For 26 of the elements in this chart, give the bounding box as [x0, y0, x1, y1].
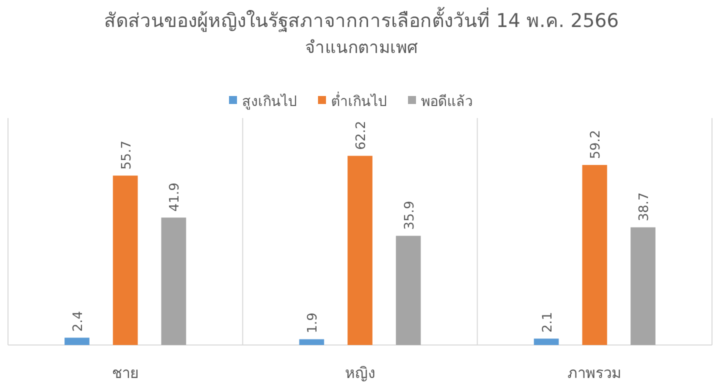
x-tick-label: หญิง	[345, 364, 375, 382]
data-label: 35.9	[402, 200, 418, 230]
data-label: 2.4	[70, 311, 86, 332]
data-label: 38.7	[637, 192, 652, 222]
data-label: 59.2	[588, 130, 604, 159]
chart-subtitle: จำแนกตามเพศ	[305, 38, 418, 58]
x-tick-label: ชาย	[112, 364, 139, 382]
legend-label: สูงเกินไป	[242, 93, 297, 110]
bar	[299, 339, 324, 345]
bar	[582, 164, 608, 345]
data-label: 55.7	[119, 140, 134, 170]
x-tick-label: ภาพรวม	[568, 364, 622, 382]
data-label: 41.9	[168, 182, 183, 212]
bar	[534, 338, 559, 345]
bar	[64, 338, 90, 345]
data-label: 2.1	[540, 312, 556, 333]
bar	[161, 218, 186, 345]
bar	[396, 236, 421, 345]
bar	[630, 227, 656, 345]
bar	[348, 156, 372, 345]
bar	[112, 176, 138, 345]
chart-title: สัดส่วนของผู้หญิงในรัฐสภาจากการเลือกตั้งวันที่ 14 พ.ค. 2566	[104, 7, 619, 32]
legend-label: พอดีแล้ว	[421, 94, 473, 110]
legend-label: ต่ำเกินไป	[331, 92, 387, 110]
data-label: 62.2	[354, 120, 369, 150]
data-label: 1.9	[306, 312, 321, 334]
